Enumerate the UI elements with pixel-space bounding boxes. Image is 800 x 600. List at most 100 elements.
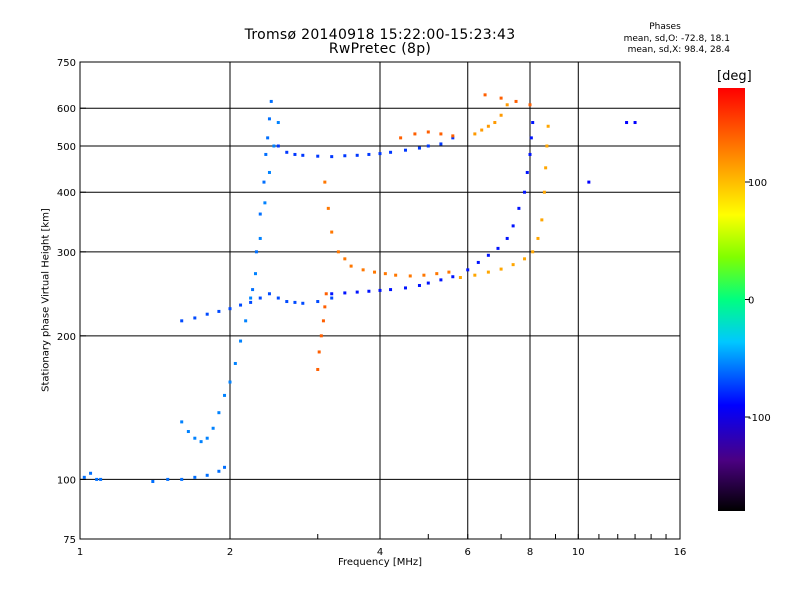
data-point [199, 440, 203, 444]
data-point [633, 121, 637, 125]
data-point [258, 296, 262, 300]
data-points [82, 93, 637, 483]
data-point [317, 350, 321, 354]
data-point [285, 150, 289, 154]
data-point [528, 152, 532, 156]
colorbar-unit-label: [deg] [717, 69, 752, 84]
data-point [473, 132, 477, 136]
data-point [505, 236, 509, 240]
data-point [476, 260, 480, 264]
data-point [451, 275, 455, 279]
data-point [529, 136, 533, 140]
y-tick-label: 400 [57, 188, 76, 199]
data-point [378, 288, 382, 292]
data-point [99, 477, 103, 481]
data-point [264, 152, 268, 156]
data-point [546, 124, 550, 128]
data-point [540, 218, 544, 222]
data-point [316, 367, 320, 371]
y-ticks: 75 100 200 300 400 500 600 750 [57, 58, 86, 546]
x-tick-label: 10 [572, 547, 585, 558]
data-point [89, 471, 93, 475]
stats-o-mode: mean, sd,O: -72.8, 18.1 [623, 34, 730, 44]
data-point [330, 230, 334, 234]
data-point [258, 212, 262, 216]
data-point [180, 319, 184, 323]
colorbar-tick-label: 0 [748, 296, 754, 307]
data-point [403, 286, 407, 290]
data-point [193, 475, 197, 479]
data-point [343, 154, 347, 158]
data-point [367, 289, 371, 293]
data-point [343, 257, 347, 261]
y-tick-label: 75 [63, 535, 76, 546]
x-tick-label: 6 [465, 547, 471, 558]
data-point [361, 268, 365, 272]
y-tick-label: 200 [57, 332, 76, 343]
data-point [251, 288, 255, 292]
data-point [330, 155, 334, 159]
data-point [439, 132, 443, 136]
data-point [228, 380, 232, 384]
data-point [239, 339, 243, 343]
data-point [417, 146, 421, 150]
data-point [417, 283, 421, 287]
data-point [496, 246, 500, 250]
data-point [323, 180, 327, 184]
data-point [408, 274, 412, 278]
data-point [217, 309, 221, 313]
data-point [276, 144, 280, 148]
data-point [319, 334, 323, 338]
data-point [180, 420, 184, 424]
data-point [180, 477, 184, 481]
data-point [422, 273, 426, 277]
data-point [330, 296, 334, 300]
data-point [483, 93, 487, 97]
data-point [389, 150, 393, 154]
data-point [343, 291, 347, 295]
data-point [447, 270, 451, 274]
data-point [249, 296, 253, 300]
x-tick-label: 4 [377, 547, 383, 558]
data-point [486, 270, 490, 274]
stats-x-mode: mean, sd,X: 98.4, 28.4 [627, 45, 730, 55]
data-point [266, 136, 270, 140]
data-point [413, 132, 417, 136]
stats-heading: Phases [649, 22, 681, 32]
data-point [323, 305, 327, 309]
data-point [458, 276, 462, 280]
data-point [394, 273, 398, 277]
data-point [254, 250, 258, 254]
data-point [625, 121, 629, 125]
data-point [426, 144, 430, 148]
data-point [336, 250, 340, 254]
data-point [262, 180, 266, 184]
data-point [233, 361, 237, 365]
data-point [321, 319, 325, 323]
data-point [525, 170, 529, 174]
data-point [293, 300, 297, 304]
data-point [285, 300, 289, 304]
data-point [239, 303, 243, 307]
data-point [426, 130, 430, 134]
data-point [301, 153, 305, 157]
data-point [378, 152, 382, 156]
data-point [499, 96, 503, 100]
y-tick-label: 600 [57, 104, 76, 115]
x-tick-label: 16 [674, 547, 687, 558]
grid-lines [80, 62, 680, 539]
data-point [493, 121, 497, 125]
data-point [272, 144, 276, 148]
data-point [545, 144, 549, 148]
data-point [293, 152, 297, 156]
data-point [426, 281, 430, 285]
data-point [316, 300, 320, 304]
data-point [228, 307, 232, 311]
data-point [223, 393, 227, 397]
data-point [480, 128, 484, 132]
colorbar-ticks: 100 0 -100 [745, 178, 771, 424]
data-point [451, 134, 455, 138]
chart-subtitle: RwPretec (8p) [328, 41, 432, 57]
x-tick-label: 1 [77, 547, 83, 558]
